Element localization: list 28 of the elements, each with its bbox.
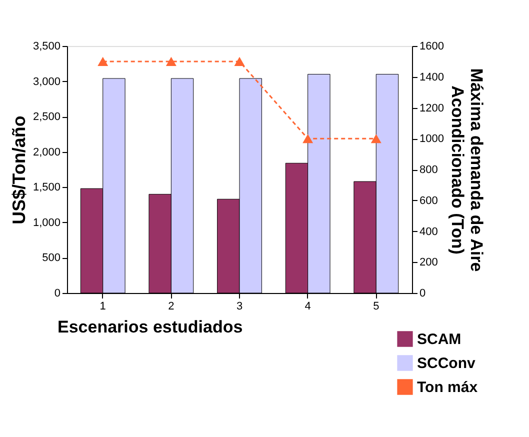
y2-tick-label: 1200 <box>420 102 444 114</box>
legend-label: Ton máx <box>417 379 478 396</box>
x-tick-label: 2 <box>168 300 174 312</box>
y-axis-title: US$/Ton/año <box>8 116 29 224</box>
y-tick-label: 2,500 <box>32 111 60 124</box>
y2-tick-label: 0 <box>420 288 426 300</box>
legend-label: SCAM <box>417 331 462 348</box>
y2-tick-label: 1000 <box>420 133 444 146</box>
legend-label: SCConv <box>417 355 476 372</box>
y2-tick-label: 1600 <box>420 40 444 52</box>
x-tick-label: 1 <box>100 300 106 312</box>
x-tick-label: 4 <box>304 300 311 312</box>
y-tick-label: 2,000 <box>32 146 60 158</box>
x-axis-title: Escenarios estudiados <box>58 318 243 336</box>
x-tick-label: 5 <box>373 300 380 312</box>
y-tick-label: 3,000 <box>32 76 60 88</box>
y-tick-label: 1,500 <box>32 182 60 194</box>
y-tick-label: 500 <box>42 252 60 264</box>
y2-tick-label: 400 <box>420 226 438 238</box>
x-tick-label: 3 <box>236 300 243 312</box>
y-tick-label: 0 <box>54 288 60 300</box>
y2-tick-label: 600 <box>420 194 438 207</box>
y2-tick-label: 1400 <box>420 71 444 84</box>
y-tick-label: 3,500 <box>32 40 60 52</box>
y2-axis-title: Máxima demanda de Aire Acondicionado (Ton) <box>448 68 486 272</box>
y-tick-label: 1,000 <box>32 216 60 229</box>
y2-tick-label: 800 <box>420 164 438 176</box>
y2-tick-label: 200 <box>420 256 438 269</box>
